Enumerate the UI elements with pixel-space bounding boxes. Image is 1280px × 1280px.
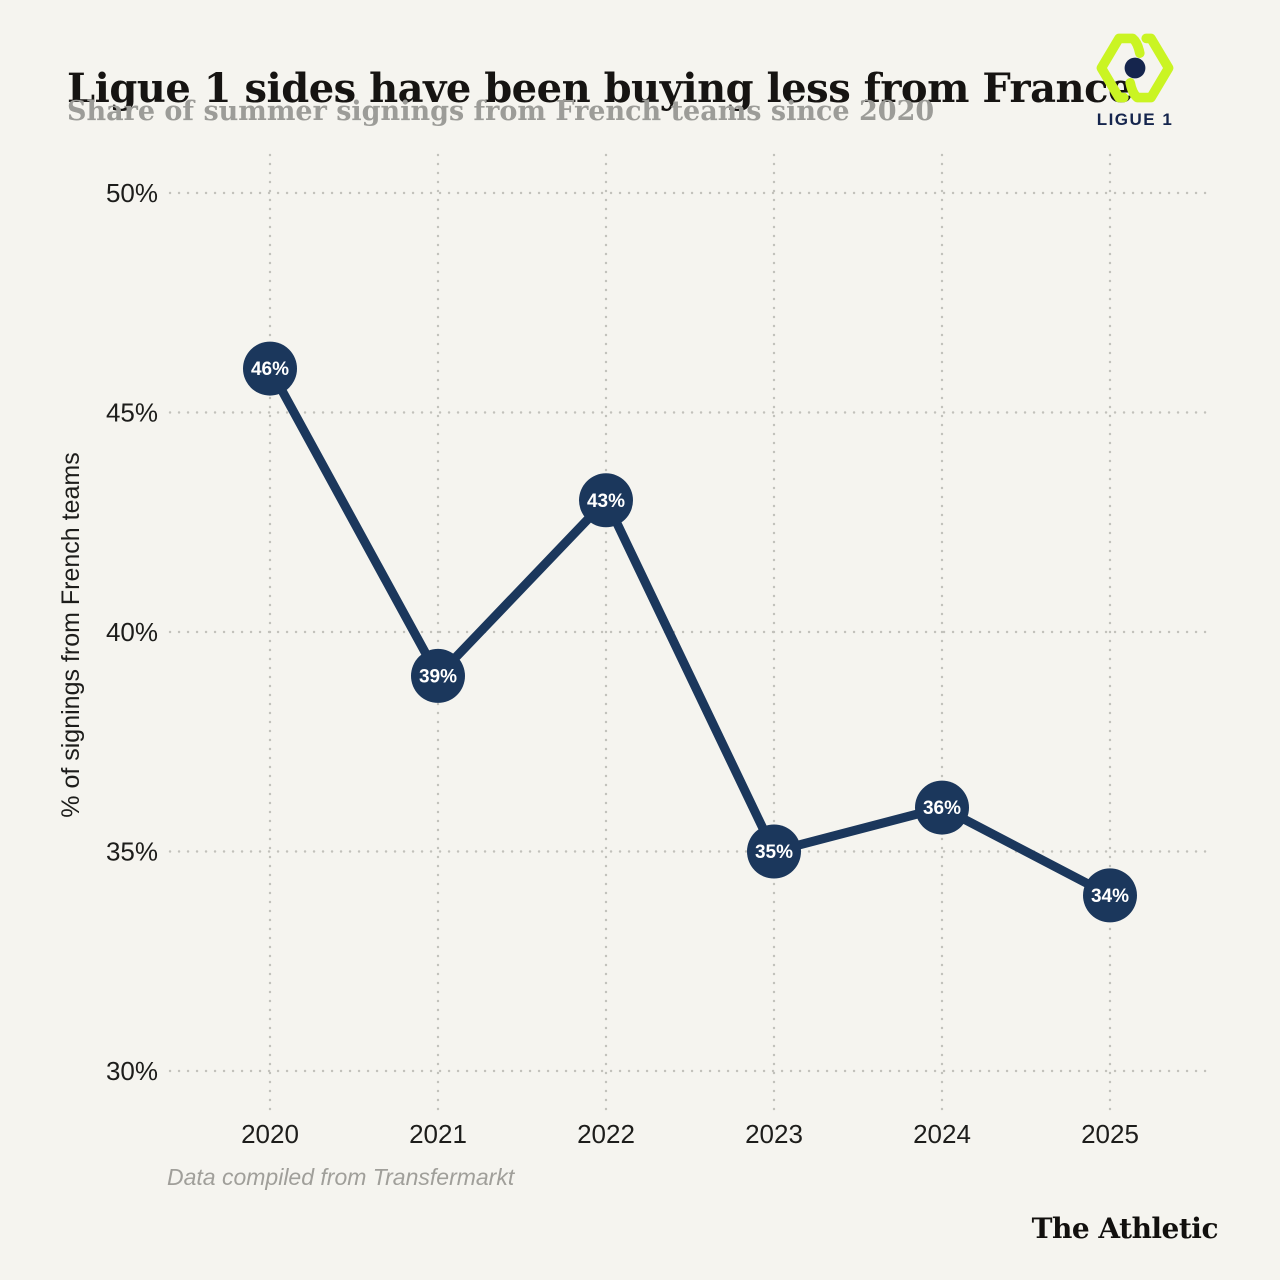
- x-tick-label: 2022: [577, 1119, 635, 1149]
- logo-center-dot: [1124, 57, 1146, 79]
- data-point: [243, 341, 297, 396]
- y-tick-label: 40%: [106, 617, 158, 647]
- page-subtitle: Share of summer signings from French tea…: [67, 96, 935, 127]
- y-tick-label: 50%: [106, 178, 158, 208]
- data-point-label: 35%: [755, 842, 793, 863]
- data-point-label: 34%: [1091, 886, 1129, 907]
- y-tick-label: 30%: [106, 1056, 158, 1086]
- data-point-label: 46%: [251, 359, 289, 380]
- data-point-label: 36%: [923, 798, 961, 819]
- x-tick-label: 2024: [913, 1119, 971, 1149]
- data-point: [1083, 868, 1137, 923]
- x-tick-label: 2020: [241, 1119, 299, 1149]
- data-point: [747, 824, 801, 879]
- data-point-label: 39%: [419, 666, 457, 687]
- ligue1-hexagon-icon: [1096, 33, 1174, 103]
- x-tick-label: 2021: [409, 1119, 467, 1149]
- y-tick-label: 45%: [106, 398, 158, 428]
- ligue1-logo: LIGUE 1: [1080, 28, 1190, 130]
- page-title: Ligue 1 sides have been buying less from…: [67, 64, 1133, 112]
- data-point: [915, 780, 969, 835]
- trend-line: [266, 366, 1113, 900]
- data-point: [579, 473, 633, 528]
- data-point: [411, 648, 465, 703]
- data-point-label: 43%: [587, 491, 625, 512]
- x-tick-label: 2023: [745, 1119, 803, 1149]
- brand-logo: The Athletic: [1031, 1212, 1219, 1245]
- source-note: Data compiled from Transfermarkt: [167, 1164, 515, 1190]
- x-tick-label: 2025: [1081, 1119, 1139, 1149]
- y-tick-label: 35%: [106, 837, 158, 867]
- ligue1-logo-label: LIGUE 1: [1096, 110, 1174, 129]
